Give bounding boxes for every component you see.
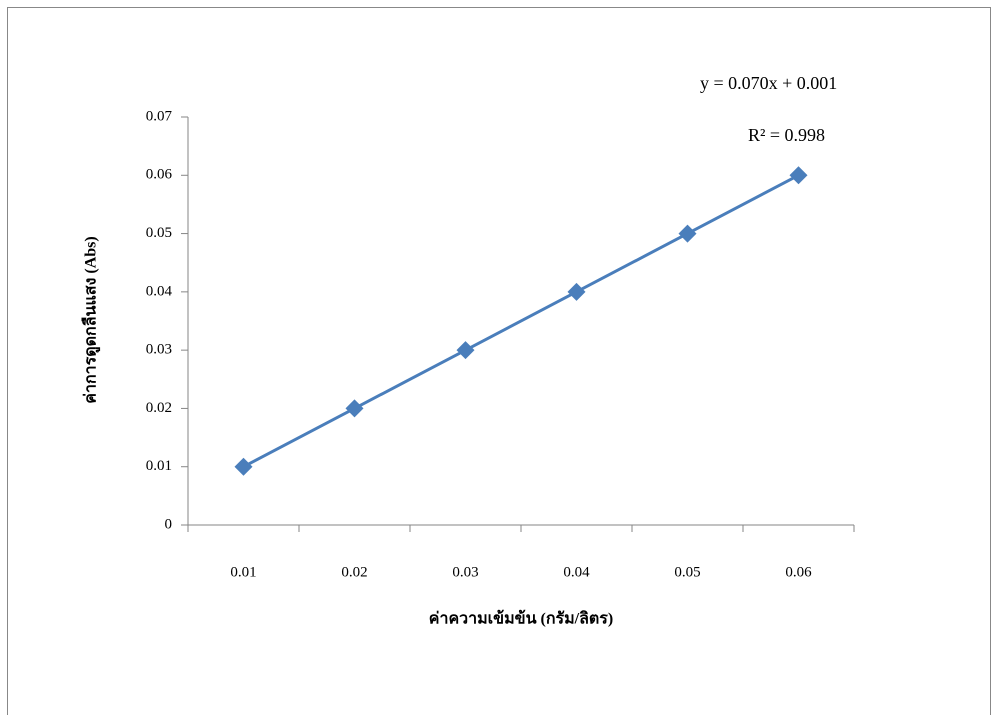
y-axis-title: ค่าการดูดกลืนแสง (Abs): [82, 236, 102, 403]
y-tick-label: 0.06: [146, 167, 173, 183]
r-squared: R² = 0.998: [748, 125, 825, 145]
y-tick-label: 0.03: [146, 342, 172, 358]
x-tick-label: 0.06: [785, 564, 812, 580]
x-tick-label: 0.05: [674, 564, 700, 580]
x-tick-label: 0.04: [563, 564, 590, 580]
y-tick-label: 0.04: [146, 283, 173, 299]
x-tick-label: 0.01: [230, 564, 256, 580]
equation: y = 0.070x + 0.001: [700, 73, 837, 93]
y-tick-label: 0.07: [146, 108, 173, 124]
chart: y = 0.070x + 0.001 R² = 0.998 ค่าความเข้…: [0, 0, 998, 715]
x-tick-label: 0.02: [341, 564, 367, 580]
y-tick-label: 0: [165, 516, 173, 532]
y-tick-label: 0.01: [146, 458, 172, 474]
x-tick-label: 0.03: [452, 564, 478, 580]
y-tick-label: 0.05: [146, 225, 172, 241]
y-tick-label: 0.02: [146, 400, 172, 416]
x-axis-title: ค่าความเข้มข้น (กรัม/ลิตร): [429, 610, 613, 628]
